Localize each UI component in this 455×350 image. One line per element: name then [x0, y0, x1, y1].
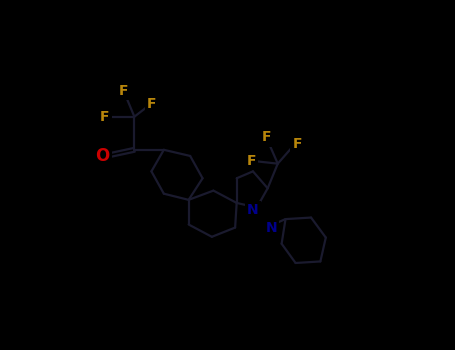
Text: O: O — [96, 147, 110, 165]
Text: F: F — [119, 84, 128, 98]
Text: F: F — [261, 131, 271, 145]
Text: F: F — [100, 110, 110, 124]
Text: N: N — [266, 221, 278, 235]
Text: F: F — [147, 97, 156, 111]
Text: F: F — [293, 138, 302, 152]
Text: F: F — [247, 154, 256, 168]
Text: N: N — [247, 203, 259, 217]
